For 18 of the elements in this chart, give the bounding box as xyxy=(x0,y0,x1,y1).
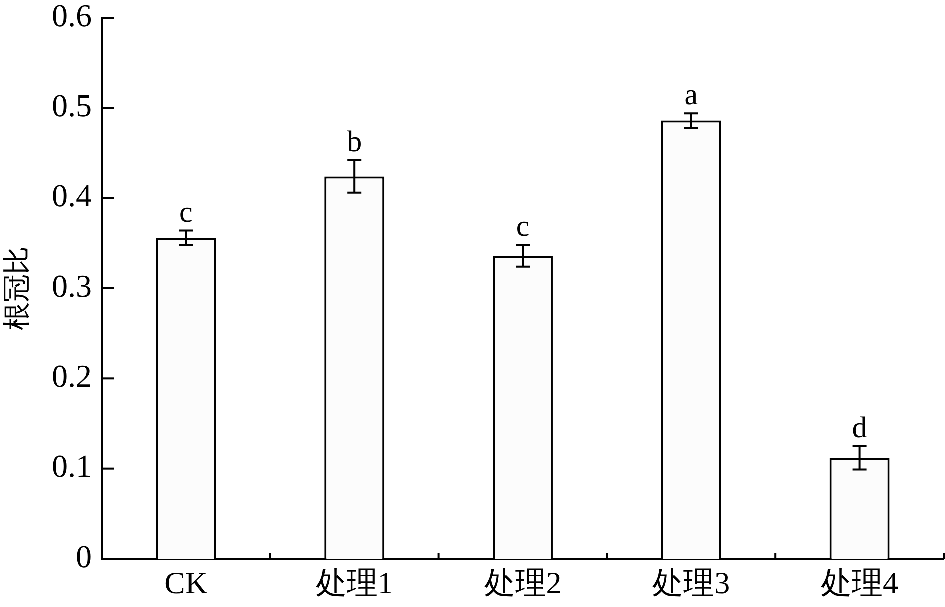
y-tick-label: 0 xyxy=(76,538,92,574)
annotation: b xyxy=(347,125,362,158)
x-tick-label: CK xyxy=(164,566,208,601)
annotation: c xyxy=(516,210,530,244)
y-tick-label: 0.2 xyxy=(52,358,92,394)
y-tick-label: 0.6 xyxy=(52,0,92,34)
x-tick-label: 处理1 xyxy=(316,566,394,601)
y-tick-label: 0.4 xyxy=(52,178,92,214)
annotation: d xyxy=(852,411,868,444)
annotation: c xyxy=(180,196,193,229)
x-tick-label: 处理2 xyxy=(484,566,562,601)
y-axis-title: 根冠比 xyxy=(0,246,34,330)
annotation: a xyxy=(684,78,698,112)
y-tick-label: 0.5 xyxy=(52,88,92,124)
x-tick-label: 处理3 xyxy=(652,566,730,601)
y-tick-label: 0.1 xyxy=(52,448,92,484)
x-tick-label: 处理4 xyxy=(821,566,900,601)
y-tick-label: 0.3 xyxy=(52,268,92,304)
